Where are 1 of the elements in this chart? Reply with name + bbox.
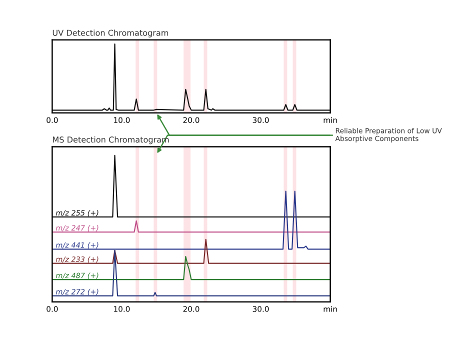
chart-title: UV Detection Chromatogram bbox=[52, 30, 168, 38]
